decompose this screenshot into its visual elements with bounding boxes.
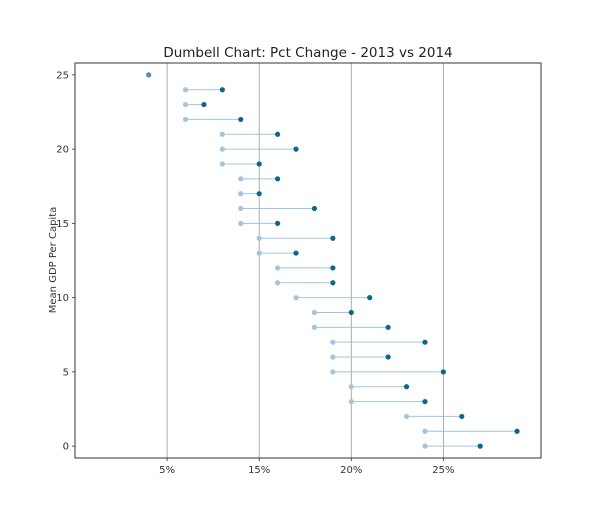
start-point-24 [182, 87, 189, 93]
end-point-10 [367, 295, 373, 301]
start-point-2 [403, 413, 410, 420]
x-tick-label-0: 5% [159, 465, 175, 476]
end-point-14 [330, 235, 336, 241]
plot-frame [74, 62, 542, 459]
end-point-15 [275, 220, 281, 226]
start-point-9 [311, 309, 318, 316]
start-point-3 [348, 398, 354, 405]
x-tick-label-3: 25% [432, 465, 454, 476]
start-point-0 [422, 443, 428, 449]
start-point-21 [219, 131, 225, 137]
start-point-12 [275, 265, 281, 271]
end-point-19 [256, 161, 262, 167]
end-point-1 [514, 428, 520, 434]
end-point-16 [311, 205, 318, 212]
end-point-5 [440, 369, 446, 375]
start-point-13 [256, 250, 262, 256]
end-point-11 [330, 280, 336, 286]
y-axis-ticks: 0 5 10 15 20 25 [56, 70, 75, 453]
start-point-5 [330, 369, 336, 375]
end-point-20 [293, 146, 299, 152]
start-point-23 [182, 101, 189, 108]
chart-title: Dumbell Chart: Pct Change - 2013 vs 2014 [163, 45, 452, 61]
end-point-18 [275, 176, 281, 182]
x-tick-label-2: 20% [340, 465, 362, 476]
x-axis-ticks: 5% 15% 20% 25% [159, 458, 454, 476]
y-axis-label: Mean GDP Per Capita [48, 207, 59, 313]
y-tick-label-5: 25 [56, 70, 69, 81]
end-point-8 [385, 324, 391, 330]
end-point-9 [348, 309, 354, 316]
end-point-3 [422, 398, 428, 405]
start-point-16 [238, 205, 244, 212]
end-point-25 [146, 72, 152, 78]
y-tick-label-0: 0 [63, 442, 69, 453]
end-point-23 [201, 101, 207, 108]
end-point-17 [256, 191, 262, 197]
start-point-22 [182, 116, 189, 123]
start-point-19 [219, 161, 225, 167]
start-point-1 [422, 428, 428, 434]
start-point-7 [330, 339, 336, 345]
connector-lines [185, 89, 518, 447]
x-tick-label-1: 15% [248, 465, 270, 476]
end-point-4 [403, 384, 410, 390]
y-tick-label-1: 5 [63, 367, 69, 378]
end-point-12 [330, 265, 336, 271]
end-point-13 [293, 250, 299, 256]
y-tick-label-2: 10 [56, 293, 69, 304]
y-tick-label-3: 15 [56, 219, 69, 230]
end-point-6 [385, 354, 391, 360]
end-point-21 [275, 131, 281, 137]
data-points [146, 72, 520, 449]
start-point-15 [238, 220, 244, 226]
end-point-7 [422, 339, 428, 345]
end-point-24 [219, 87, 225, 93]
start-point-20 [219, 146, 225, 152]
y-tick-label-4: 20 [56, 145, 69, 156]
end-point-0 [477, 443, 483, 449]
start-point-6 [330, 354, 336, 360]
start-point-18 [238, 176, 244, 182]
end-point-22 [238, 116, 244, 123]
start-point-14 [256, 235, 262, 241]
start-point-17 [238, 191, 244, 197]
gridlines [166, 63, 444, 458]
start-point-4 [348, 384, 354, 390]
end-point-2 [459, 413, 465, 420]
start-point-11 [275, 280, 281, 286]
start-point-8 [311, 324, 318, 330]
start-point-10 [293, 295, 299, 301]
